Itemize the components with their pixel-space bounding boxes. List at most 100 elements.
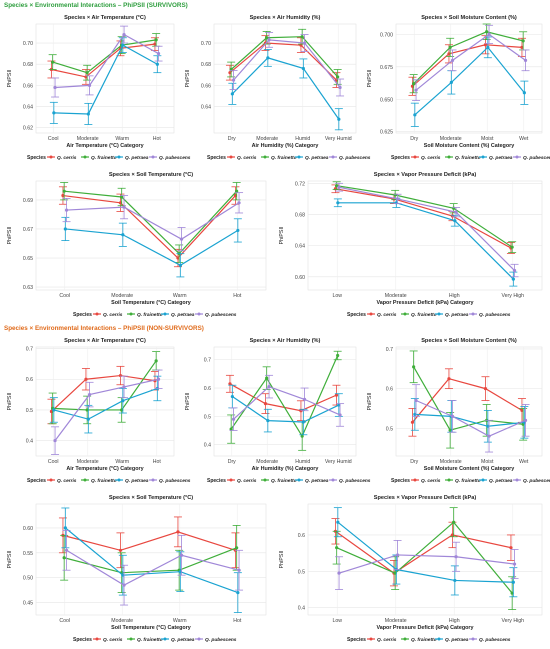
data-point: [483, 43, 488, 47]
nonsurvivors-section-title: Species × Environmental Interactions – P…: [4, 325, 204, 332]
legend-swatch-dot: [331, 155, 335, 159]
data-point: [449, 80, 453, 84]
legend-entry: Q. pubescens: [523, 478, 550, 484]
series-Q. pubescens: [412, 24, 530, 101]
chart-9: 0.4 0.5 0.6 Low Moderate High Very High Species…: [279, 495, 543, 643]
data-point: [511, 277, 515, 281]
data-point: [267, 385, 271, 389]
x-axis-label: Soil Moisture Content (%) Category: [424, 143, 514, 149]
series-line: [230, 36, 339, 78]
legend-entry: Q. frainetto: [91, 155, 117, 161]
data-point: [86, 417, 90, 421]
legend-entry: Q. frainetto: [411, 637, 437, 643]
data-point: [485, 30, 489, 34]
data-point: [335, 546, 339, 550]
y-axis-label: PhiPSII: [185, 70, 191, 88]
x-tick-label: Cool: [59, 293, 70, 299]
data-point: [486, 45, 490, 49]
chart-title: Species × Air Temperature (°C): [64, 338, 146, 344]
data-point: [179, 553, 184, 557]
legend-swatch-dot: [163, 637, 167, 641]
legend-entry: Q. frainetto: [411, 312, 437, 318]
legend-title: Species: [27, 478, 46, 484]
data-point: [265, 376, 269, 380]
data-point: [263, 402, 268, 406]
plot-area: [395, 346, 543, 457]
x-tick-label: Moderate: [385, 618, 407, 624]
x-tick-label: Moist: [481, 136, 494, 142]
legend-swatch-dot: [369, 312, 373, 316]
x-axis-label: Soil Temperature (°C) Category: [111, 625, 191, 631]
data-point: [85, 71, 89, 75]
series-Q. petraea: [410, 36, 529, 127]
data-point: [450, 414, 455, 418]
data-point: [156, 52, 161, 56]
series-line: [233, 39, 341, 88]
series-Q. pubescens: [62, 192, 244, 252]
legend-swatch-dot: [197, 637, 201, 641]
data-point: [53, 439, 57, 443]
data-point: [521, 39, 525, 43]
x-tick-label: Moderate: [77, 459, 99, 465]
series-Q. pubescens: [62, 529, 244, 606]
legend-swatch-dot: [151, 155, 155, 159]
x-tick-label: Very Humid: [325, 136, 352, 142]
data-point: [512, 268, 517, 273]
y-tick-label: 0.69: [23, 198, 33, 204]
legend-swatch-dot: [331, 478, 335, 482]
data-point: [64, 548, 69, 552]
legend-swatch-dot: [117, 478, 121, 482]
legend-entry: Q. pubescens: [339, 155, 371, 161]
data-point: [53, 85, 57, 90]
x-tick-label: Low: [332, 618, 342, 624]
data-point: [62, 556, 66, 560]
series-line: [338, 186, 515, 271]
x-tick-label: Hot: [153, 459, 162, 465]
legend-entry: Q. petraea: [305, 478, 329, 484]
data-point: [121, 399, 125, 403]
data-point: [84, 377, 88, 381]
series-Q. petraea: [61, 507, 242, 613]
legend-title: Species: [73, 637, 92, 643]
x-tick-label: Cool: [48, 459, 59, 465]
series-line: [415, 399, 526, 437]
legend-entry: Q. frainetto: [91, 478, 117, 484]
y-tick-label: 0.50: [23, 576, 33, 582]
legend-entry: Q. cerris: [377, 637, 397, 643]
x-tick-label: Hot: [153, 136, 162, 142]
data-point: [512, 562, 517, 566]
series-line: [337, 202, 514, 280]
data-point: [267, 38, 271, 42]
data-point: [228, 382, 232, 386]
series-line: [337, 521, 514, 583]
legend-entry: Q. pubescens: [159, 478, 191, 484]
data-point: [510, 591, 514, 595]
y-tick-label: 0.67: [23, 227, 33, 233]
legend-entry: Q. frainetto: [137, 637, 163, 643]
chart-title: Species × Vapor Pressure Deficit (kPa): [374, 172, 477, 178]
series-Q. pubescens: [335, 539, 519, 590]
data-point: [452, 520, 456, 524]
legend-swatch-dot: [117, 155, 121, 159]
series-Q. cerris: [225, 374, 341, 422]
chart-8: 0.45 0.50 0.55 0.60 Cool Moderate Warm Hot Speci…: [7, 495, 267, 643]
series-line: [65, 228, 239, 266]
series-line: [336, 521, 513, 594]
data-point: [122, 385, 126, 389]
legend-entry: Q. cerris: [103, 312, 123, 318]
y-tick-label: 0.6: [298, 533, 305, 539]
y-tick-label: 0.64: [295, 244, 305, 250]
data-point: [266, 419, 270, 423]
data-point: [230, 394, 234, 399]
legend-swatch-dot: [83, 478, 87, 482]
legend-entry: Q. frainetto: [455, 478, 481, 484]
data-point: [336, 75, 340, 79]
series-line: [231, 57, 340, 120]
series-Q. petraea: [228, 384, 343, 436]
y-axis-label: PhiPSII: [279, 227, 285, 245]
y-axis-label: PhiPSII: [367, 70, 373, 88]
legend-entry: Q. petraea: [125, 155, 149, 161]
data-point: [454, 210, 458, 214]
data-point: [522, 91, 526, 95]
data-point: [487, 434, 491, 438]
